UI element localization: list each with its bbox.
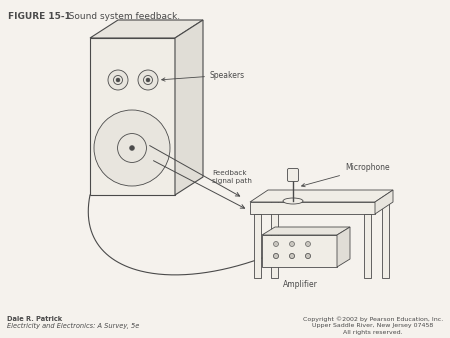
Ellipse shape [283, 198, 303, 204]
Circle shape [113, 75, 122, 84]
Text: Feedback
signal path: Feedback signal path [212, 170, 252, 184]
Polygon shape [175, 20, 203, 195]
Circle shape [146, 78, 150, 82]
Polygon shape [262, 227, 350, 235]
Text: Copyright ©2002 by Pearson Education, Inc.
Upper Saddle River, New Jersey 07458
: Copyright ©2002 by Pearson Education, In… [303, 316, 443, 335]
Circle shape [274, 254, 279, 259]
Circle shape [289, 254, 294, 259]
Circle shape [306, 241, 310, 246]
Bar [254, 214, 261, 278]
Polygon shape [375, 190, 393, 214]
FancyBboxPatch shape [288, 169, 298, 182]
Text: Amplifier: Amplifier [283, 280, 317, 289]
Text: Microphone: Microphone [302, 164, 390, 187]
Circle shape [289, 241, 294, 246]
Circle shape [117, 134, 146, 163]
Circle shape [289, 254, 294, 259]
Circle shape [144, 75, 153, 84]
Polygon shape [90, 20, 203, 38]
Text: FIGURE 15-1: FIGURE 15-1 [8, 12, 71, 21]
Circle shape [306, 254, 310, 259]
Text: Sound system feedback.: Sound system feedback. [60, 12, 180, 21]
Bar [271, 192, 278, 278]
Polygon shape [250, 202, 375, 214]
Bar [382, 192, 389, 278]
Polygon shape [262, 235, 337, 267]
Circle shape [274, 254, 279, 259]
Circle shape [306, 254, 310, 259]
Text: Dale R. Patrick: Dale R. Patrick [7, 316, 62, 322]
Circle shape [138, 70, 158, 90]
Polygon shape [250, 190, 393, 202]
Text: Electricity and Electronics: A Survey, 5e: Electricity and Electronics: A Survey, 5… [7, 323, 139, 329]
Circle shape [130, 145, 135, 150]
Circle shape [116, 78, 120, 82]
Circle shape [108, 70, 128, 90]
Text: Speakers: Speakers [162, 71, 245, 81]
Circle shape [274, 241, 279, 246]
Polygon shape [90, 38, 175, 195]
Bar [364, 214, 371, 278]
Circle shape [94, 110, 170, 186]
Polygon shape [337, 227, 350, 267]
